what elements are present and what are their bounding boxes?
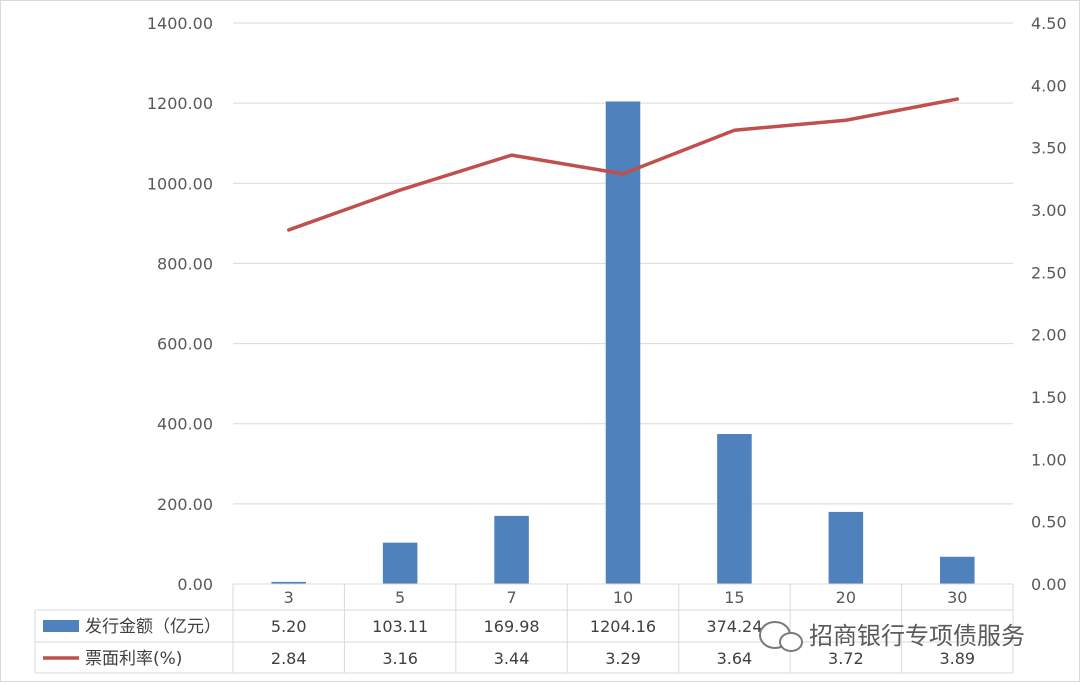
left-tick-label: 200.00 [157,495,213,514]
right-tick-label: 3.50 [1031,139,1067,158]
x-tick-label: 5 [395,588,405,607]
right-tick-label: 1.50 [1031,388,1067,407]
x-tick-label: 10 [613,588,633,607]
x-tick-label: 30 [947,588,967,607]
left-axis: 0.00 200.00 400.00 600.00 800.00 1000.00 1200.… [147,14,213,594]
bar-value-cell: 169.98 [484,617,540,636]
right-tick-label: 3.00 [1031,201,1067,220]
bar-series [271,101,975,584]
rate-value-cell: 3.29 [605,649,641,668]
rate-value-cell: 3.72 [828,649,864,668]
right-tick-label: 0.00 [1031,575,1067,594]
left-tick-label: 1000.00 [147,174,213,193]
legend-bar-key [43,620,79,632]
right-axis: 0.00 0.50 1.00 1.50 2.00 2.50 3.00 3.50 4.00 4.50 [1031,14,1067,594]
left-tick-label: 1400.00 [147,14,213,33]
right-tick-label: 4.50 [1031,14,1067,33]
bar [605,101,641,584]
x-tick-label: 3 [284,588,294,607]
left-tick-label: 400.00 [157,415,213,434]
bar-value-cell: 374.24 [706,617,762,636]
bar [271,581,306,584]
line-series [286,97,960,232]
bar [717,434,752,584]
legend-bar-label: 发行金额（亿元） [85,617,221,637]
left-tick-label: 600.00 [157,335,213,354]
left-tick-label: 0.00 [177,575,213,594]
right-tick-label: 2.00 [1031,326,1067,345]
bar [382,542,418,584]
bar [828,511,864,584]
bar [940,556,975,584]
right-tick-label: 2.50 [1031,263,1067,282]
x-tick-label: 15 [724,588,744,607]
rate-line [286,97,960,232]
right-tick-label: 4.00 [1031,76,1067,95]
left-tick-label: 800.00 [157,254,213,273]
x-tick-label: 7 [506,588,516,607]
x-tick-label: 20 [836,588,856,607]
bar-value-cell: 1204.16 [590,617,656,636]
legend-line-label: 票面利率(%) [85,649,182,669]
bar [494,515,529,584]
rate-value-cell: 3.44 [494,649,530,668]
rate-value-cell: 3.89 [939,649,975,668]
watermark: 招商银行专项债服务 [759,621,1025,652]
wechat-icon-small [779,632,803,652]
watermark-text: 招商银行专项债服务 [809,622,1025,650]
rate-value-cell: 3.16 [382,649,418,668]
rate-value-cell: 3.64 [717,649,753,668]
bar-value-cell: 5.20 [271,617,307,636]
rate-value-cell: 2.84 [271,649,307,668]
bar-value-cell: 103.11 [372,617,428,636]
data-table: 3 5 7 10 15 20 30 发行金额（亿元） 票面利率(%) 5.20 103.11 169.… [34,583,1014,674]
right-tick-label: 1.00 [1031,450,1067,469]
left-tick-label: 1200.00 [147,94,213,113]
right-tick-label: 0.50 [1031,513,1067,532]
